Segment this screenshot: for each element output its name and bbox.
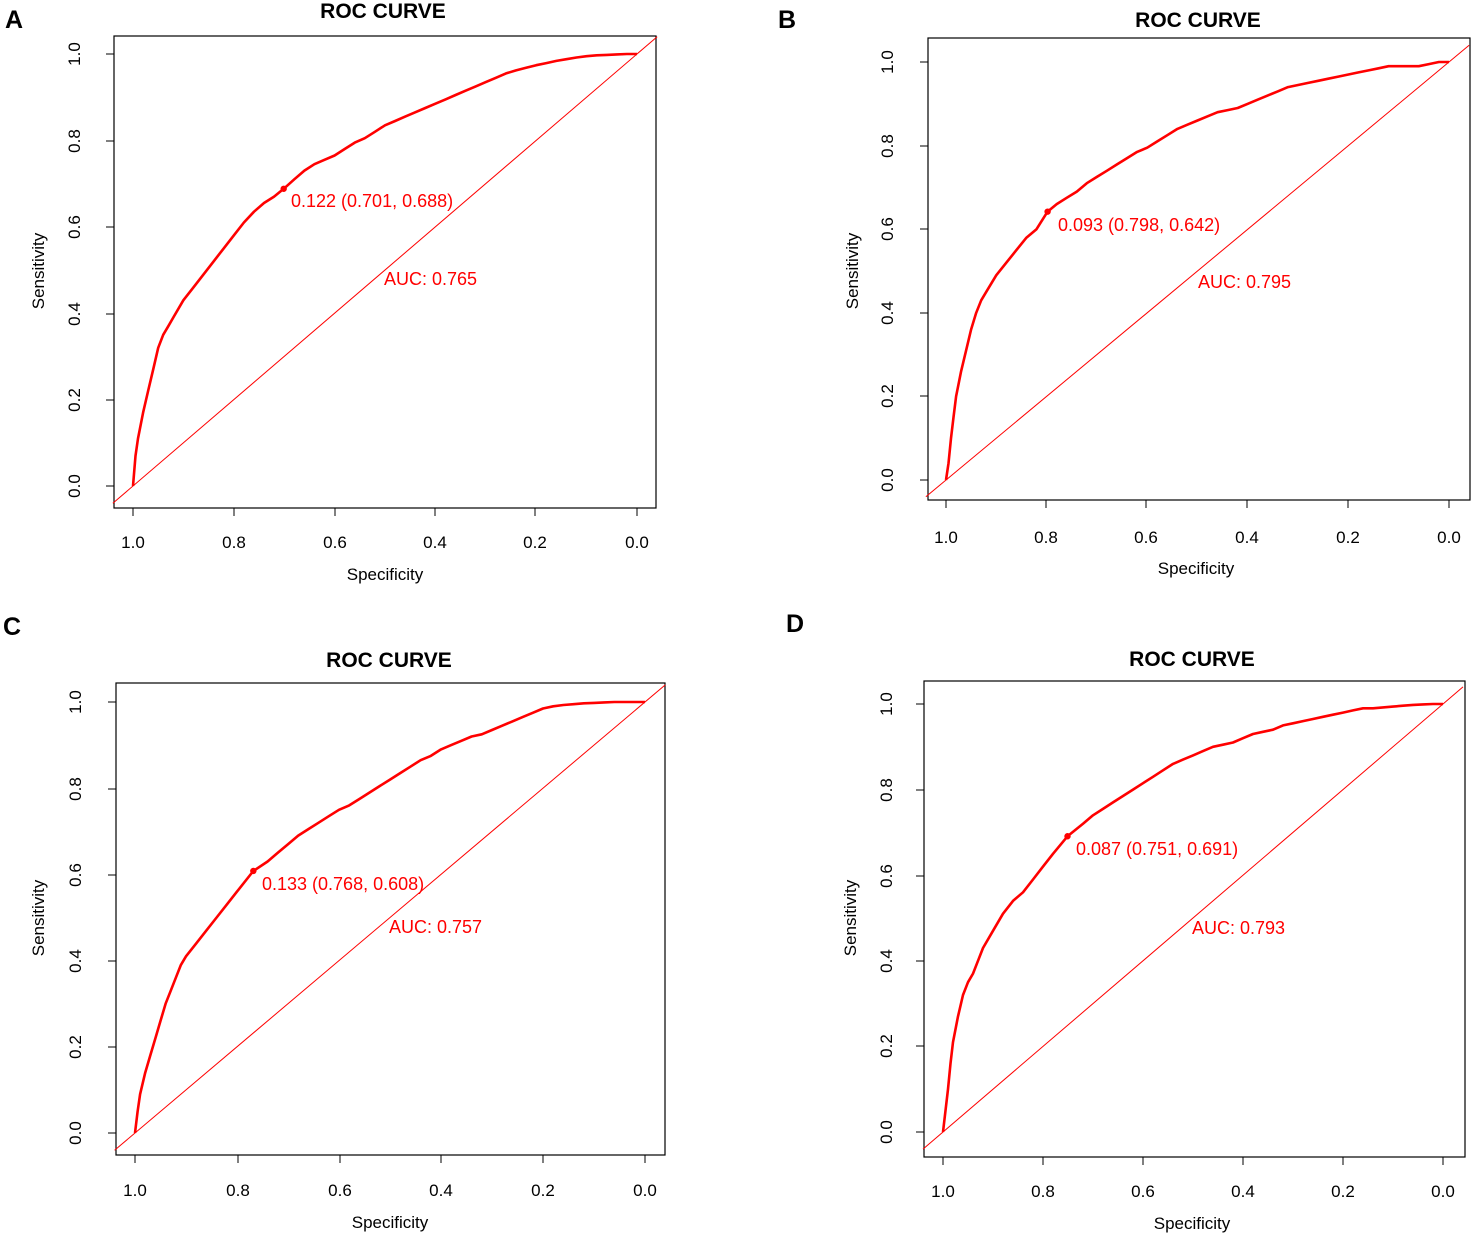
y-tick-label: 0.0	[877, 1120, 896, 1144]
threshold-point	[1044, 208, 1051, 215]
x-tick-label: 0.6	[328, 1181, 352, 1200]
threshold-point	[280, 185, 287, 192]
x-tick-label: 0.2	[523, 533, 547, 552]
x-tick-label: 0.4	[429, 1181, 453, 1200]
x-tick-label: 0.8	[222, 533, 246, 552]
x-axis-title: Specificity	[1154, 1214, 1231, 1233]
x-axis-title: Specificity	[347, 565, 424, 584]
reference-diagonal-line	[112, 36, 658, 504]
y-tick-label: 0.4	[877, 949, 896, 973]
reference-diagonal-line	[922, 686, 1464, 1150]
x-tick-label: 0.0	[625, 533, 649, 552]
x-tick-label: 1.0	[121, 533, 145, 552]
y-axis-title: Sensitivity	[29, 232, 48, 309]
y-axis-title: Sensitivity	[843, 232, 862, 309]
y-tick-label: 0.8	[877, 778, 896, 802]
x-tick-label: 0.4	[1231, 1182, 1255, 1201]
y-tick-label: 0.2	[65, 388, 84, 412]
y-tick-label: 0.2	[877, 1034, 896, 1058]
roc-panel-c: C ROC CURVE 1.0 0.8 0.6 0.4 0.2 0.0 0.0 0.2 0.4 0.6…	[3, 613, 666, 1232]
y-tick-label: 1.0	[878, 50, 897, 74]
y-tick-label: 1.0	[65, 42, 84, 66]
x-tick-label: 0.8	[1034, 528, 1058, 547]
x-tick-label: 0.6	[1131, 1182, 1155, 1201]
threshold-label: 0.122 (0.701, 0.688)	[291, 191, 453, 211]
x-tick-label: 1.0	[934, 528, 958, 547]
reference-diagonal-line	[114, 684, 666, 1151]
x-axis-title: Specificity	[1158, 559, 1235, 578]
y-tick-label: 0.6	[65, 215, 84, 239]
y-tick-label: 0.6	[66, 863, 85, 887]
chart-title: ROC CURVE	[1135, 9, 1261, 32]
threshold-label: 0.093 (0.798, 0.642)	[1058, 215, 1220, 235]
y-tick-label: 0.6	[877, 864, 896, 888]
roc-curve-line	[133, 700, 645, 1134]
y-axis-title: Sensitivity	[841, 879, 860, 956]
roc-panel-b: B ROC CURVE 1.0 0.8 0.6 0.4 0.2 0.0 0.0 0.2 0.4 0.6…	[778, 6, 1471, 578]
y-tick-label: 0.8	[878, 134, 897, 158]
y-tick-label: 0.2	[66, 1035, 85, 1059]
y-tick-label: 1.0	[877, 692, 896, 716]
x-axis-title: Specificity	[352, 1213, 429, 1232]
threshold-label: 0.087 (0.751, 0.691)	[1076, 839, 1238, 859]
threshold-label: 0.133 (0.768, 0.608)	[262, 874, 424, 894]
roc-panel-d: D ROC CURVE 1.0 0.8 0.6 0.4 0.2 0.0 0.0 0.2 0.4 0.6…	[786, 610, 1466, 1233]
panel-letter: B	[778, 6, 796, 34]
y-tick-label: 0.8	[66, 777, 85, 801]
y-tick-label: 0.8	[65, 129, 84, 153]
x-tick-label: 0.2	[1336, 528, 1360, 547]
x-tick-label: 0.6	[1134, 528, 1158, 547]
y-tick-label: 0.0	[878, 468, 897, 492]
roc-curve-line	[944, 60, 1449, 481]
y-tick-label: 0.2	[878, 384, 897, 408]
x-tick-label: 0.8	[226, 1181, 250, 1200]
chart-title: ROC CURVE	[320, 0, 446, 23]
y-tick-label: 0.4	[65, 302, 84, 326]
auc-label: AUC: 0.765	[384, 269, 477, 289]
x-tick-label: 1.0	[931, 1182, 955, 1201]
x-tick-label: 0.6	[323, 533, 347, 552]
threshold-point	[1064, 833, 1071, 840]
y-tick-label: 0.0	[66, 1121, 85, 1145]
x-tick-label: 0.4	[423, 533, 447, 552]
x-tick-label: 0.0	[1431, 1182, 1455, 1201]
plot-frame	[927, 37, 1471, 501]
x-tick-label: 0.0	[1437, 528, 1461, 547]
chart-title: ROC CURVE	[1129, 648, 1255, 671]
roc-curve-line	[941, 702, 1443, 1133]
y-tick-label: 0.4	[878, 301, 897, 325]
y-tick-label: 0.6	[878, 217, 897, 241]
y-tick-label: 0.0	[65, 474, 84, 498]
roc-panel-a: A ROC CURVE 1.0 0.8 0.6 0.4 0.2 0.0 0.0 0.2 0.4 0.6…	[5, 0, 658, 584]
x-tick-label: 0.2	[531, 1181, 555, 1200]
panel-letter: D	[786, 610, 804, 638]
chart-title: ROC CURVE	[326, 649, 452, 672]
x-tick-label: 0.2	[1331, 1182, 1355, 1201]
auc-label: AUC: 0.757	[389, 917, 482, 937]
auc-label: AUC: 0.795	[1198, 272, 1291, 292]
x-tick-label: 1.0	[123, 1181, 147, 1200]
reference-diagonal-line	[925, 44, 1470, 498]
y-tick-label: 0.4	[66, 949, 85, 973]
threshold-point	[250, 867, 257, 875]
roc-curve-line	[131, 52, 637, 487]
panel-letter: C	[3, 613, 21, 641]
y-tick-label: 1.0	[66, 690, 85, 714]
x-tick-label: 0.4	[1235, 528, 1259, 547]
x-tick-label: 0.8	[1031, 1182, 1055, 1201]
auc-label: AUC: 0.793	[1192, 918, 1285, 938]
y-axis-title: Sensitivity	[29, 879, 48, 956]
panel-letter: A	[5, 6, 23, 34]
x-tick-label: 0.0	[633, 1181, 657, 1200]
